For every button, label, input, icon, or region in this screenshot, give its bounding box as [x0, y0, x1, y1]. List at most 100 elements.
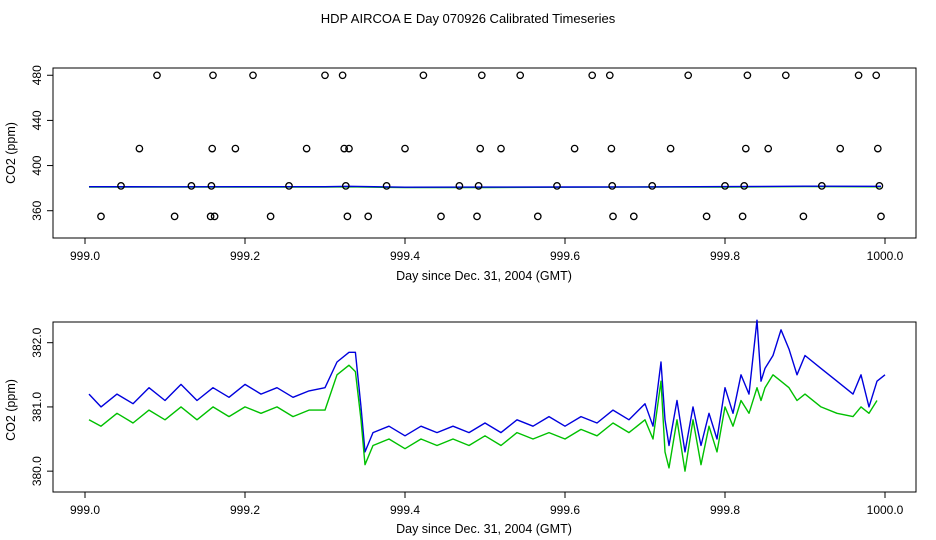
- data-point: [455, 182, 464, 190]
- x-tick-label: 999.2: [230, 503, 260, 517]
- data-point: [553, 182, 561, 190]
- data-point: [648, 182, 657, 190]
- x-tick-label: 999.6: [550, 503, 580, 517]
- data-point: [97, 212, 105, 221]
- x-tick-label: 1000.0: [867, 503, 904, 517]
- data-point: [684, 71, 693, 80]
- data-point: [588, 71, 597, 80]
- data-point: [419, 71, 428, 80]
- data-point: [872, 71, 881, 80]
- data-point: [608, 182, 617, 190]
- data-point: [854, 71, 863, 80]
- panel-bottom: 999.0 999.2 999.4 999.6 999.8 1000.0 380.0 381…: [4, 319, 917, 536]
- data-point: [473, 212, 481, 221]
- data-point: [117, 182, 125, 190]
- y-tick-label: 480: [30, 65, 44, 85]
- data-point: [249, 71, 257, 80]
- data-point: [401, 144, 409, 153]
- y-axis-top: 360 400 440 480: [30, 65, 54, 221]
- data-point: [836, 144, 845, 153]
- data-point: [187, 182, 196, 190]
- data-point: [702, 212, 711, 221]
- x-axis-title-bottom: Day since Dec. 31, 2004 (GMT): [396, 522, 572, 536]
- data-point: [721, 182, 729, 190]
- data-point: [153, 71, 161, 80]
- x-tick-label: 999.0: [70, 503, 100, 517]
- y-tick-label: 380.0: [30, 456, 44, 486]
- y-tick-label: 440: [30, 110, 44, 130]
- data-point: [570, 144, 579, 153]
- data-point: [873, 144, 882, 153]
- panel-top: 999.0 999.2 999.4 999.6 999.8 1000.0 360 400 44…: [4, 65, 917, 283]
- y-tick-label: 360: [30, 200, 44, 220]
- series-layer-top: [88, 71, 885, 221]
- series-line-blue: [88, 319, 886, 453]
- y-tick-label: 400: [30, 155, 44, 175]
- data-point: [497, 144, 505, 153]
- data-point: [740, 182, 749, 190]
- data-point: [364, 212, 373, 221]
- plot-frame-bottom: [52, 321, 917, 493]
- x-tick-label: 999.2: [230, 249, 260, 263]
- series-line-blue: [88, 185, 882, 188]
- data-point: [210, 212, 219, 221]
- data-point: [764, 144, 773, 153]
- y-axis-title-top: CO2 (ppm): [4, 122, 18, 184]
- series-layer-bottom: [88, 319, 886, 472]
- data-point: [209, 71, 217, 80]
- series-line-green: [88, 364, 878, 472]
- data-point: [477, 71, 486, 80]
- x-axis-top: 999.0 999.2 999.4 999.6 999.8 1000.0: [70, 237, 904, 263]
- data-point: [231, 144, 240, 153]
- data-point: [741, 144, 750, 153]
- data-point: [666, 144, 675, 153]
- data-point: [340, 144, 349, 153]
- data-point: [817, 182, 826, 190]
- data-point: [266, 212, 275, 221]
- y-axis-bottom: 380.0 381.0 382.0: [30, 327, 54, 486]
- x-tick-label: 999.4: [390, 503, 420, 517]
- chart-title: HDP AIRCOA E Day 070926 Calibrated Times…: [321, 11, 616, 26]
- data-point: [609, 212, 617, 221]
- data-point: [302, 144, 311, 153]
- data-point: [781, 71, 790, 80]
- data-point: [343, 212, 352, 221]
- x-tick-label: 999.4: [390, 249, 420, 263]
- data-point: [338, 71, 347, 80]
- plot-frame-top: [52, 67, 917, 239]
- x-tick-label: 999.8: [710, 503, 740, 517]
- data-point: [629, 212, 638, 221]
- y-tick-label: 382.0: [30, 327, 44, 357]
- data-point: [607, 144, 616, 153]
- data-point: [135, 144, 144, 153]
- data-point: [738, 212, 747, 221]
- data-point: [285, 182, 293, 190]
- data-point: [743, 71, 752, 80]
- data-point: [799, 212, 808, 221]
- data-point: [207, 182, 216, 190]
- data-point: [206, 212, 215, 221]
- x-axis-title-top: Day since Dec. 31, 2004 (GMT): [396, 269, 572, 283]
- x-tick-label: 999.0: [70, 249, 100, 263]
- data-point: [170, 212, 179, 221]
- y-axis-title-bottom: CO2 (ppm): [4, 379, 18, 441]
- data-point: [474, 182, 483, 190]
- y-tick-label: 381.0: [30, 392, 44, 422]
- x-tick-label: 999.6: [550, 249, 580, 263]
- data-point: [437, 212, 445, 221]
- x-tick-label: 1000.0: [867, 249, 904, 263]
- data-point: [345, 144, 353, 153]
- data-point: [382, 182, 391, 190]
- x-tick-label: 999.8: [710, 249, 740, 263]
- data-point: [605, 71, 614, 80]
- data-point: [875, 182, 884, 190]
- data-point: [533, 212, 542, 221]
- data-point: [476, 144, 485, 153]
- data-point: [208, 144, 217, 153]
- data-point: [877, 212, 885, 221]
- data-point: [321, 71, 329, 80]
- x-axis-bottom: 999.0 999.2 999.4 999.6 999.8 1000.0: [70, 491, 904, 517]
- data-point: [516, 71, 525, 80]
- data-point: [341, 182, 350, 190]
